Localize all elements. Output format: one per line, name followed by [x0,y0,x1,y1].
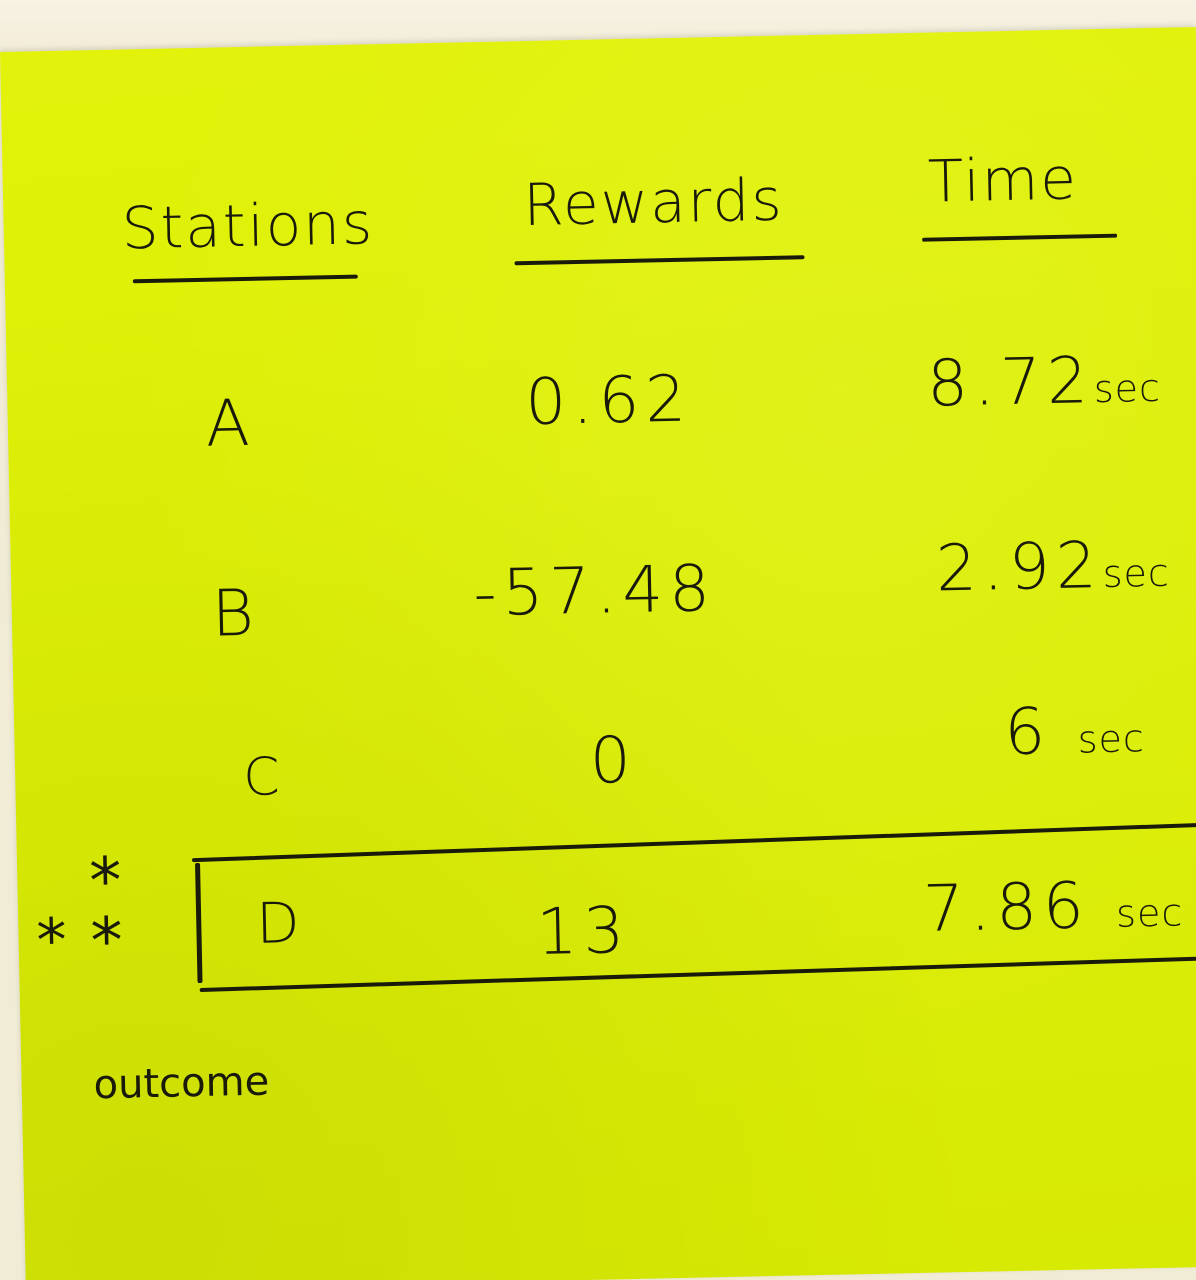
row-d-time: 7.86 sec [922,869,1184,947]
row-a-station: A [205,386,257,462]
row-b-station: B [211,576,261,652]
header-time: Time [927,144,1079,216]
row-c-station: C [242,747,287,809]
row-b-time: 2.92sec [935,529,1171,607]
sticky-note: Stations Rewards Time A 0.62 8.72sec B -… [0,26,1196,1280]
outcome-box-bottom [199,955,1196,993]
star-icon: * [35,905,68,977]
header-stations: Stations [121,189,375,263]
outcome-box-left [195,862,203,984]
outcome-label: outcome [93,1058,270,1109]
header-rewards-underline [514,255,805,266]
row-a-reward: 0.62 [524,362,693,441]
outcome-box-top [191,822,1196,863]
row-c-reward: 0 [589,723,638,799]
header-stations-underline [132,274,358,284]
header-rewards: Rewards [522,165,785,240]
star-icon: * [89,904,124,980]
row-d-reward: 13 [535,894,631,970]
row-a-time: 8.72sec [926,344,1162,422]
row-d-station: D [255,890,307,957]
header-time-underline [922,233,1118,242]
row-b-reward: -57.48 [472,552,717,632]
row-c-time: 6 sec [1003,695,1146,771]
